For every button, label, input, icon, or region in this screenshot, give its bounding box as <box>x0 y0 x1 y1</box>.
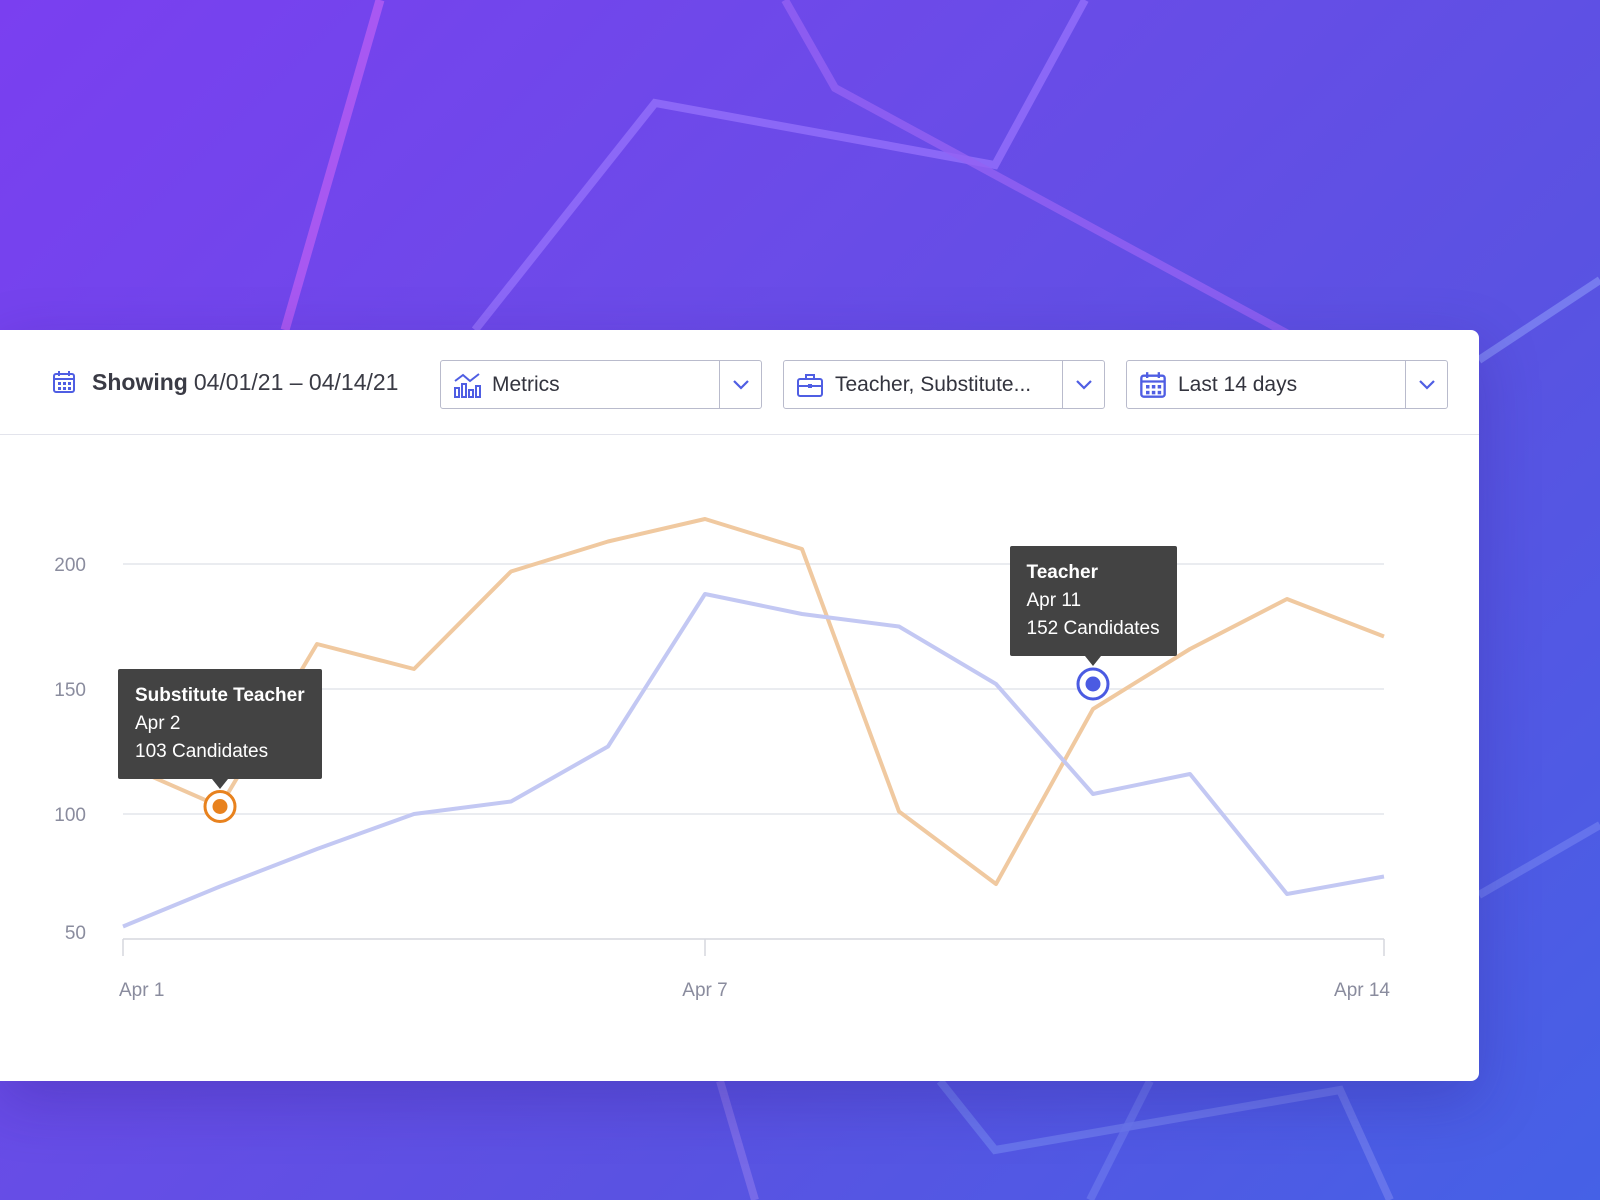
chevron-down-icon[interactable] <box>1405 361 1447 408</box>
period-dropdown-label: Last 14 days <box>1178 372 1298 396</box>
bar-line-chart-icon <box>453 371 481 399</box>
calendar-icon <box>53 371 75 393</box>
marker-dot <box>212 799 228 814</box>
tooltip-value: 103 Candidates <box>135 740 269 762</box>
y-tick-label: 100 <box>54 805 86 826</box>
series-line-teacher <box>122 592 1385 929</box>
calendar-icon <box>1139 371 1167 399</box>
teacher-tooltip: Teacher Apr 11 152 Candidates <box>1009 546 1177 666</box>
x-tick-label: Apr 1 <box>119 980 164 1001</box>
showing-label: Showing <box>92 368 188 395</box>
tooltip-title: Teacher <box>1026 562 1098 583</box>
metrics-dropdown-label: Metrics <box>492 372 560 396</box>
chevron-down-icon[interactable] <box>719 361 761 408</box>
date-range-text: 04/01/21 – 04/14/21 <box>193 368 399 395</box>
role-dropdown[interactable]: Teacher, Substitute... <box>783 360 1105 409</box>
tooltip-value: 152 Candidates <box>1026 618 1160 639</box>
highlight-point-substitute-teacher <box>203 790 237 823</box>
x-tick-label: Apr 7 <box>682 980 727 1001</box>
y-tick-label: 200 <box>54 555 86 576</box>
role-dropdown-label: Teacher, Substitute... <box>835 372 1032 396</box>
x-tick-label: Apr 14 <box>1334 980 1390 1001</box>
marker-dot <box>1085 676 1101 692</box>
briefcase-icon <box>796 371 824 399</box>
filter-toolbar: Showing 04/01/21 – 04/14/21 Metrics <box>0 330 1479 435</box>
y-tick-label: 150 <box>54 680 86 701</box>
analytics-card: Showing 04/01/21 – 04/14/21 Metrics <box>0 330 1479 1081</box>
highlight-point-teacher <box>1076 667 1110 701</box>
candidates-line-chart: 50 100 150 200 Apr 1 Apr 7 Apr 14 <box>54 517 1390 1001</box>
date-range-summary: Showing 04/01/21 – 04/14/21 <box>52 364 398 400</box>
metrics-dropdown[interactable]: Metrics <box>440 360 762 409</box>
chevron-down-icon[interactable] <box>1062 361 1104 408</box>
tooltip-title: Substitute Teacher <box>135 684 305 706</box>
series-line-substitute-teacher <box>122 517 1385 886</box>
tooltip-date: Apr 11 <box>1026 590 1082 611</box>
substitute-teacher-tooltip: Substitute Teacher Apr 2 103 Candidates <box>118 668 322 789</box>
y-tick-label: 50 <box>65 923 86 944</box>
period-dropdown[interactable]: Last 14 days <box>1126 360 1448 409</box>
tooltip-date: Apr 2 <box>135 712 181 734</box>
